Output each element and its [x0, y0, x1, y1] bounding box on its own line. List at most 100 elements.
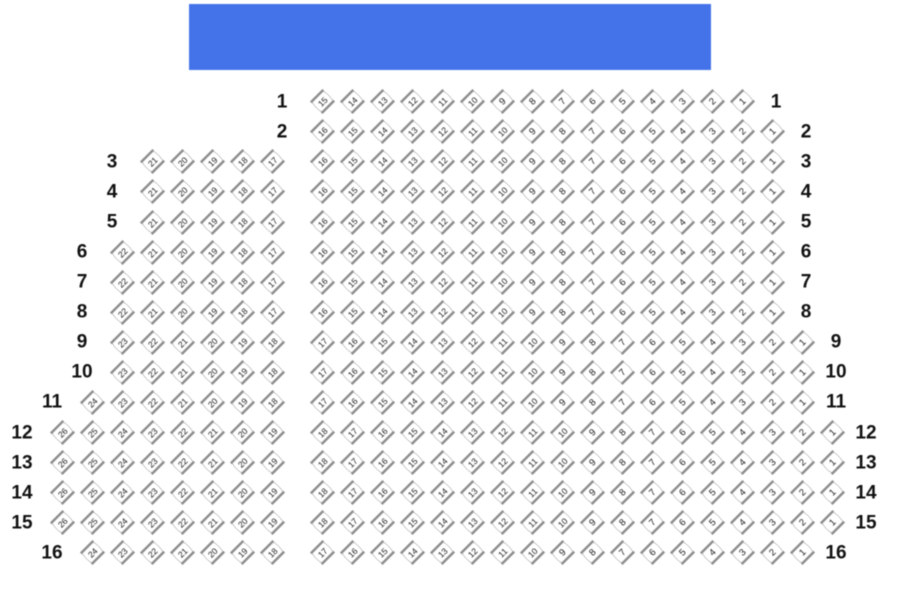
svg-text:7: 7 [587, 156, 598, 167]
svg-text:4: 4 [677, 156, 688, 167]
svg-text:9: 9 [557, 547, 568, 558]
svg-text:4: 4 [737, 427, 748, 438]
svg-text:6: 6 [617, 247, 628, 258]
svg-text:1: 1 [767, 307, 778, 318]
svg-text:6: 6 [617, 126, 628, 137]
svg-text:1: 1 [827, 457, 838, 468]
svg-text:4: 4 [677, 186, 688, 197]
svg-text:6: 6 [617, 307, 628, 318]
svg-text:7: 7 [617, 367, 628, 378]
svg-text:6: 6 [617, 186, 628, 197]
svg-text:9: 9 [587, 487, 598, 498]
svg-text:8: 8 [557, 156, 568, 167]
svg-text:3: 3 [707, 156, 718, 167]
svg-text:8: 8 [617, 457, 628, 468]
svg-text:1: 1 [827, 517, 838, 528]
svg-text:6: 6 [617, 156, 628, 167]
svg-text:6: 6 [677, 457, 688, 468]
svg-text:9: 9 [557, 397, 568, 408]
svg-text:5: 5 [647, 217, 658, 228]
svg-text:7: 7 [617, 547, 628, 558]
svg-text:5: 5 [707, 457, 718, 468]
svg-text:3: 3 [677, 96, 688, 107]
svg-text:7: 7 [647, 487, 658, 498]
svg-text:3: 3 [737, 397, 748, 408]
svg-text:2: 2 [737, 277, 748, 288]
svg-text:8: 8 [587, 367, 598, 378]
svg-text:8: 8 [587, 397, 598, 408]
svg-text:5: 5 [647, 156, 658, 167]
svg-text:4: 4 [647, 96, 658, 107]
svg-text:4: 4 [707, 547, 718, 558]
svg-text:1: 1 [797, 397, 808, 408]
svg-text:6: 6 [677, 427, 688, 438]
svg-text:4: 4 [677, 247, 688, 258]
svg-text:6: 6 [647, 337, 658, 348]
svg-text:2: 2 [767, 337, 778, 348]
svg-text:8: 8 [527, 96, 538, 107]
svg-text:7: 7 [557, 96, 568, 107]
svg-text:4: 4 [677, 126, 688, 137]
svg-text:8: 8 [557, 186, 568, 197]
svg-text:8: 8 [557, 307, 568, 318]
svg-text:1: 1 [797, 547, 808, 558]
svg-text:3: 3 [767, 427, 778, 438]
svg-text:8: 8 [557, 277, 568, 288]
svg-text:4: 4 [707, 367, 718, 378]
svg-text:5: 5 [677, 397, 688, 408]
svg-text:7: 7 [647, 457, 658, 468]
svg-text:6: 6 [587, 96, 598, 107]
svg-text:3: 3 [767, 517, 778, 528]
svg-text:6: 6 [617, 217, 628, 228]
svg-text:9: 9 [587, 517, 598, 528]
svg-text:1: 1 [737, 96, 748, 107]
svg-text:2: 2 [767, 547, 778, 558]
svg-text:9: 9 [587, 457, 598, 468]
svg-text:7: 7 [587, 126, 598, 137]
svg-text:3: 3 [707, 217, 718, 228]
svg-text:5: 5 [647, 307, 658, 318]
svg-text:5: 5 [617, 96, 628, 107]
svg-text:7: 7 [587, 217, 598, 228]
svg-text:8: 8 [587, 337, 598, 348]
svg-text:9: 9 [587, 427, 598, 438]
svg-text:1: 1 [767, 156, 778, 167]
svg-text:7: 7 [587, 307, 598, 318]
svg-text:7: 7 [587, 186, 598, 197]
svg-text:4: 4 [737, 457, 748, 468]
svg-text:8: 8 [617, 517, 628, 528]
svg-text:4: 4 [677, 307, 688, 318]
svg-text:9: 9 [527, 126, 538, 137]
svg-text:9: 9 [527, 156, 538, 167]
svg-text:3: 3 [707, 186, 718, 197]
svg-text:8: 8 [557, 126, 568, 137]
svg-text:9: 9 [557, 367, 568, 378]
svg-text:5: 5 [647, 126, 658, 137]
svg-text:2: 2 [797, 457, 808, 468]
svg-text:2: 2 [737, 126, 748, 137]
svg-text:5: 5 [677, 547, 688, 558]
svg-text:3: 3 [767, 457, 778, 468]
svg-text:5: 5 [677, 367, 688, 378]
svg-text:2: 2 [737, 307, 748, 318]
svg-text:6: 6 [677, 487, 688, 498]
svg-text:2: 2 [767, 367, 778, 378]
svg-text:3: 3 [707, 247, 718, 258]
svg-text:1: 1 [797, 337, 808, 348]
svg-text:6: 6 [647, 397, 658, 408]
svg-text:1: 1 [767, 277, 778, 288]
svg-text:1: 1 [827, 487, 838, 498]
svg-text:2: 2 [797, 427, 808, 438]
svg-text:7: 7 [587, 247, 598, 258]
svg-text:9: 9 [497, 96, 508, 107]
svg-text:3: 3 [737, 547, 748, 558]
svg-text:5: 5 [647, 247, 658, 258]
svg-text:4: 4 [677, 217, 688, 228]
svg-text:9: 9 [527, 277, 538, 288]
svg-text:2: 2 [707, 96, 718, 107]
svg-text:8: 8 [587, 547, 598, 558]
svg-text:3: 3 [707, 126, 718, 137]
svg-text:1: 1 [767, 186, 778, 197]
svg-text:5: 5 [677, 337, 688, 348]
svg-text:2: 2 [737, 156, 748, 167]
